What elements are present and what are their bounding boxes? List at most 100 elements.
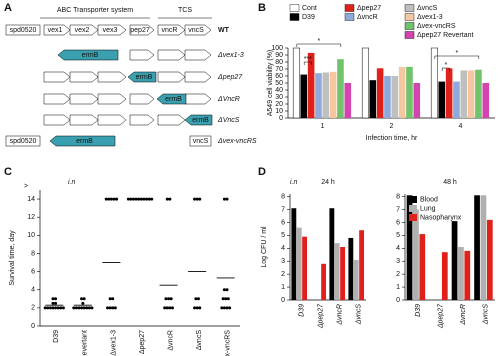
survival-point [56,306,60,310]
x-tick-label: Δpep27 [317,303,324,329]
legend-label: Δpep27 [357,5,381,12]
x-tick-label: 2 [390,123,394,130]
bar [369,80,377,118]
survival-point [129,197,133,201]
cassette-arrow [184,114,213,126]
panel-label: B [258,2,266,14]
y-tick-label: 1 [396,284,400,291]
x-tick-label: Δvex1-3 [110,330,117,356]
y-tick-label: 3 [396,258,400,265]
legend-label: D39 [302,14,315,21]
y-tick-label: 2 [31,305,35,312]
bar [480,195,487,300]
bar [302,236,308,300]
legend-swatch [404,4,415,12]
survival-point [113,306,117,310]
gene-arrow [97,93,127,105]
strain-label: ΔVncS [217,117,240,124]
bar [329,208,335,300]
route-label: i.n [68,179,76,186]
gene-label: vex1 [48,27,63,34]
bar [348,237,354,300]
gene-arrow [43,71,71,83]
survival-point [147,197,151,201]
bar [486,219,493,300]
panel-label: C [4,166,12,178]
survival-point [80,297,84,301]
bar [413,83,421,118]
legend-label: Δvex1-3 [417,14,443,21]
survival-point [163,306,167,310]
y-tick-label: 30 [275,94,283,101]
bar [334,243,340,300]
strain-label: ΔVncR [217,96,240,103]
y-tick-label: 8 [31,250,35,257]
survival-point [194,297,198,301]
bar [482,83,490,118]
survival-point [85,306,89,310]
x-tick-label: Δpep27 [438,303,445,329]
bar [315,73,322,118]
cassette-label: ermB [192,117,209,124]
survival-point [165,197,169,201]
y-tick-label: 60 [275,73,283,80]
survival-point [54,301,58,305]
survival-point [170,306,174,310]
survival-point [59,306,63,310]
legend-swatch [404,13,415,21]
bar [344,83,352,118]
legend-swatch [289,4,300,12]
survival-point [112,197,116,201]
bar [361,47,370,119]
y-tick-label: 8 [396,193,400,200]
survival-point [225,288,229,292]
y-axis-label: Log CFU / ml [261,226,268,268]
legend-label: ΔvncS [417,5,438,12]
y-tick-label: 14 [27,196,35,203]
y-tick-label: 50 [275,80,283,87]
survival-point [80,306,84,310]
significance: * [444,62,447,69]
bar [430,47,439,119]
gene-label: vncS [188,27,204,34]
significance: * [455,50,458,57]
cassette-arrow [127,71,157,83]
y-tick-label: 0 [279,115,283,122]
axis-break-label: > [24,183,28,190]
legend-swatch [404,22,415,30]
bar [406,66,413,118]
survival-point [222,288,226,292]
survival-point [226,297,230,301]
survival-point [43,306,47,310]
y-tick-label: 4 [281,245,285,252]
x-tick-label: ΔvncS [355,304,362,326]
bar [322,72,330,118]
strain-label: Δvex1-3 [217,52,244,59]
bar [413,209,419,300]
gene-label: pep27 [130,27,150,34]
survival-point [126,197,130,201]
gene-arrow [69,71,99,83]
bar [376,68,384,118]
y-tick-label: 40 [275,87,283,94]
x-tick-label: 4 [459,123,463,130]
survival-point [51,297,55,301]
y-tick-label: 4 [31,287,35,294]
x-tick-label: ΔvncR [460,304,467,326]
gene-arrow [69,93,99,105]
survival-point [77,306,81,310]
survival-point [51,301,55,305]
bar [292,47,301,119]
x-tick-label: ΔvncS [483,304,490,326]
legend-label: Cont [302,5,317,12]
survival-point [222,197,226,201]
route-label: i.n [290,179,298,186]
bar [464,250,471,300]
bar [419,234,426,300]
gene-box [5,24,41,36]
survival-point [228,306,232,310]
sig-bracket [303,61,312,65]
y-tick-label: 10 [27,232,35,239]
strain-label: Δpep27 [217,74,243,81]
y-tick-label: 6 [31,268,35,275]
